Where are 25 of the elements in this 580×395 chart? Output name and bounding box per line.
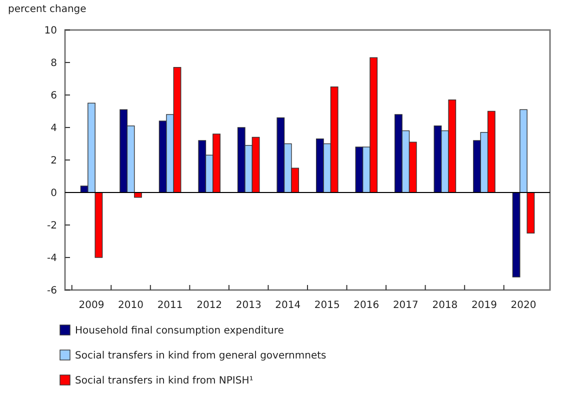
x-tick-label: 2019 (471, 300, 497, 311)
x-tick-label: 2009 (78, 300, 104, 311)
x-tick-label: 2010 (118, 300, 144, 311)
legend-label: Social transfers in kind from general governmnets (75, 350, 326, 362)
y-tick-label: -6 (47, 286, 57, 296)
y-tick-label: 0 (50, 188, 57, 199)
x-tick-label: 2012 (196, 300, 222, 311)
y-tick-label: 6 (50, 90, 57, 102)
y-tick-label: -4 (47, 253, 57, 264)
y-tick-label: 2 (50, 156, 57, 166)
legend-label: Social transfers in kind from NPISH¹ (75, 376, 254, 386)
y-tick-label: 8 (50, 58, 57, 69)
x-tick-label: 2018 (432, 300, 458, 311)
x-tick-label: 2011 (157, 300, 183, 311)
legend-label: Household final consumption expenditure (75, 326, 284, 336)
x-tick-label: 2014 (275, 300, 301, 311)
x-tick-label: 2017 (392, 300, 418, 311)
x-tick-label: 2016 (354, 300, 380, 311)
x-tick-label: 2013 (236, 300, 262, 311)
y-tick-label: 4 (50, 123, 57, 134)
y-tick-label: 10 (44, 26, 57, 36)
x-tick-label: 2015 (314, 300, 340, 311)
y-axis-title: percent change (8, 4, 86, 15)
x-tick-label: 2020 (510, 300, 536, 311)
y-tick-label: -2 (47, 220, 57, 232)
